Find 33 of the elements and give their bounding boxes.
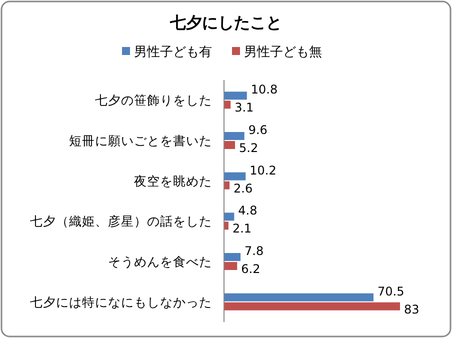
y-tick-label: 七夕（織姫、彦星）の話をした: [30, 214, 212, 229]
bar: [224, 262, 238, 270]
bar: [224, 302, 400, 310]
data-label: 9.6: [248, 123, 268, 137]
bar: [224, 181, 230, 190]
bar: [224, 172, 246, 180]
data-label: 83: [404, 302, 420, 316]
bar: [224, 141, 236, 149]
data-label: 10.2: [250, 163, 276, 178]
bar: [224, 92, 247, 100]
y-tick-label: 七夕の笹飾りをした: [95, 92, 212, 108]
data-label: 70.5: [377, 284, 404, 298]
bar: [224, 212, 234, 221]
y-tick-label: 七夕には特になにもしなかった: [30, 294, 212, 310]
y-tick-label: そうめんを食べた: [108, 254, 212, 269]
data-label: 7.8: [244, 244, 264, 258]
data-label: 6.2: [241, 262, 260, 276]
bar: [224, 132, 244, 140]
bar: [224, 100, 231, 109]
legend-label: 男性子ども有: [134, 45, 212, 60]
data-label: 5.2: [239, 141, 258, 155]
bar: [224, 253, 241, 261]
data-label: 10.8: [250, 82, 278, 97]
data-label: 3.1: [234, 100, 254, 115]
y-tick-label: 短冊に願いごとを書いた: [69, 133, 212, 148]
legend-label: 男性子ども無: [244, 45, 322, 60]
chart-title: 七夕にしたこと: [169, 13, 282, 32]
data-label: 2.1: [232, 222, 252, 236]
data-label: 4.8: [238, 204, 258, 218]
data-label: 2.6: [234, 181, 253, 196]
bar: [224, 293, 374, 302]
bar: [224, 222, 228, 230]
y-tick-label: 夜空を眺めた: [134, 173, 212, 188]
